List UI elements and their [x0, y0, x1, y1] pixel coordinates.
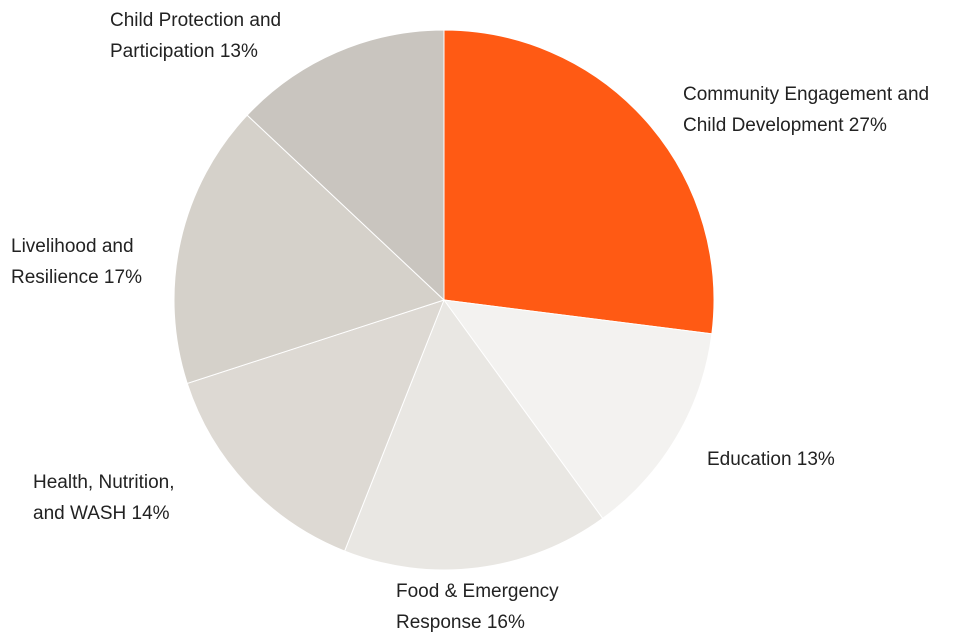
slice-label-health-nutrition: Health, Nutrition, and WASH 14% — [33, 467, 175, 529]
slice-label-line: Child Protection and — [110, 10, 282, 31]
slice-label-line: Community Engagement and — [683, 84, 930, 105]
slice-community-engagement — [443, 29, 715, 335]
slice-food-emergency — [343, 298, 604, 571]
slice-label-line: and WASH 14% — [33, 503, 170, 524]
slice-label-livelihood: Livelihood and Resilience 17% — [11, 231, 142, 293]
slice-label-line: Food & Emergency — [396, 581, 559, 602]
slice-label-education: Education 13% — [707, 444, 835, 475]
slice-label-line: Response 16% — [396, 612, 525, 633]
slice-livelihood — [173, 114, 445, 385]
slice-label-line: Health, Nutrition, — [33, 472, 175, 493]
slice-label-line: Participation 13% — [110, 41, 258, 62]
slice-education — [442, 299, 713, 520]
slice-label-line: Education 13% — [707, 449, 835, 470]
pie-slices — [173, 29, 715, 571]
slice-label-line: Child Development 27% — [683, 115, 887, 136]
slice-label-line: Livelihood and — [11, 236, 134, 257]
slice-child-protection — [246, 29, 445, 302]
slice-label-child-protection: Child Protection and Participation 13% — [110, 5, 281, 67]
slice-label-food-emergency: Food & Emergency Response 16% — [396, 576, 559, 636]
slice-label-line: Resilience 17% — [11, 267, 142, 288]
slice-label-community-engagement: Community Engagement and Child Developme… — [683, 79, 929, 141]
